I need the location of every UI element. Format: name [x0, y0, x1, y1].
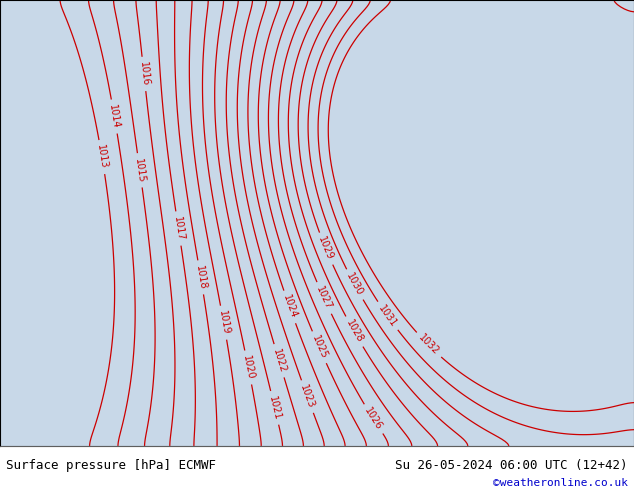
Text: 1029: 1029 [316, 235, 335, 262]
Text: 1022: 1022 [271, 347, 287, 374]
Text: 1032: 1032 [417, 333, 441, 357]
Text: 1025: 1025 [309, 334, 329, 361]
Text: 1015: 1015 [133, 157, 146, 183]
Text: 1013: 1013 [95, 144, 109, 170]
Text: 1024: 1024 [281, 294, 299, 320]
Text: 1027: 1027 [314, 285, 333, 311]
Text: 1019: 1019 [217, 310, 231, 336]
Text: 1014: 1014 [107, 103, 121, 129]
Text: Surface pressure [hPa] ECMWF: Surface pressure [hPa] ECMWF [6, 459, 216, 472]
Text: 1026: 1026 [363, 406, 384, 432]
Text: 1023: 1023 [299, 383, 316, 410]
Text: 1017: 1017 [172, 216, 185, 242]
Text: ©weatheronline.co.uk: ©weatheronline.co.uk [493, 478, 628, 488]
Text: 1031: 1031 [377, 303, 399, 329]
Text: 1021: 1021 [267, 394, 282, 421]
Text: Su 26-05-2024 06:00 UTC (12+42): Su 26-05-2024 06:00 UTC (12+42) [395, 459, 628, 472]
Text: 1016: 1016 [138, 61, 150, 87]
Text: 1018: 1018 [194, 265, 208, 290]
Text: 1028: 1028 [344, 318, 365, 345]
Text: 1020: 1020 [241, 354, 256, 381]
Text: 1030: 1030 [344, 271, 365, 298]
